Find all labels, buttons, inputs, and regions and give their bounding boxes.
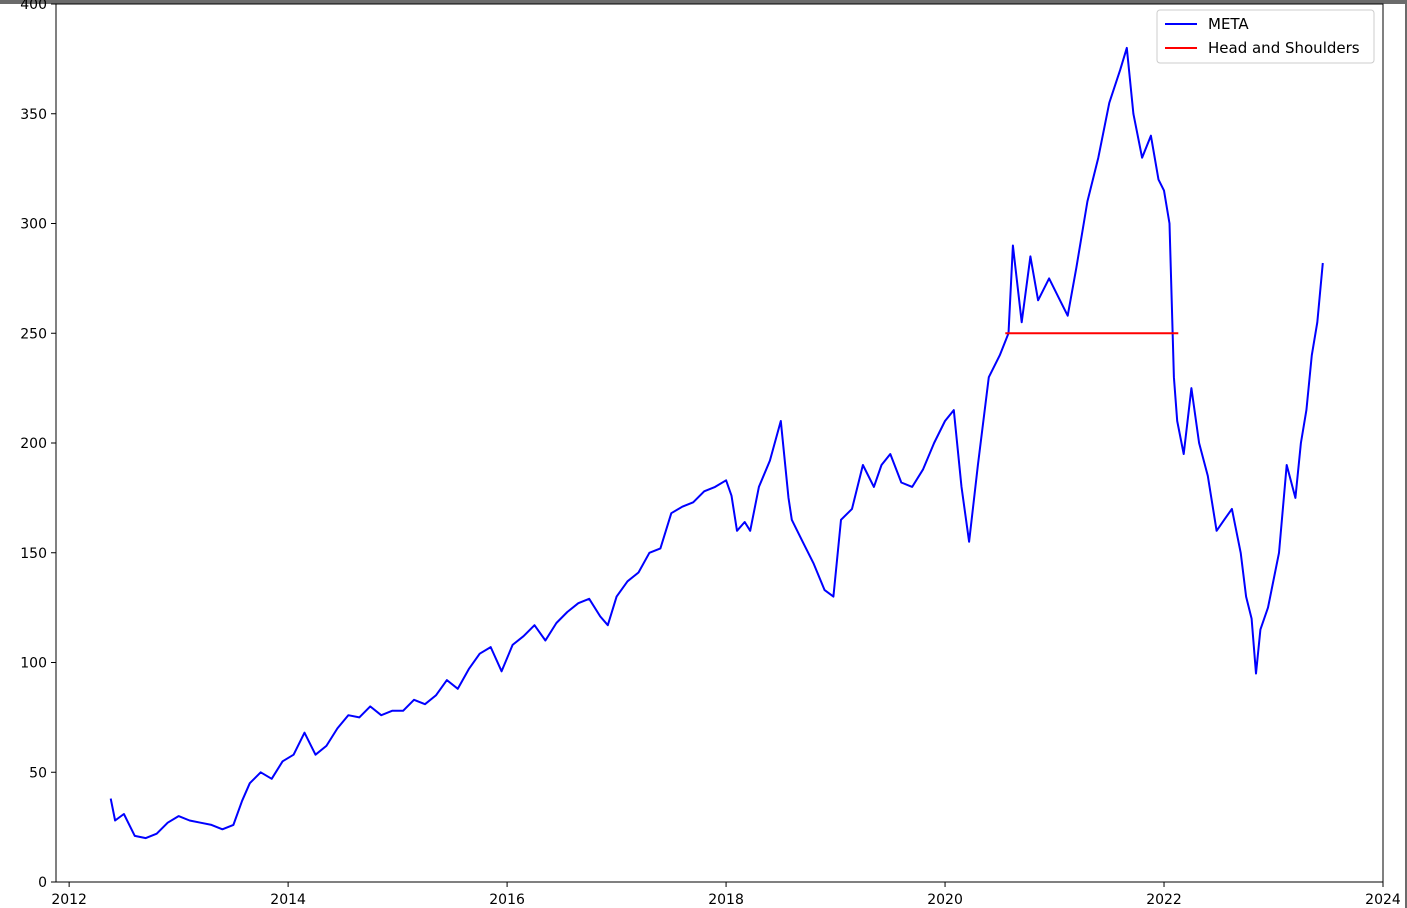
x-tick-label: 2022 xyxy=(1146,892,1182,908)
x-tick-label: 2018 xyxy=(708,892,744,908)
y-tick-label: 300 xyxy=(20,217,47,233)
series-line-meta xyxy=(109,46,1324,840)
legend-label-meta: META xyxy=(1208,15,1249,33)
y-tick-label: 0 xyxy=(38,875,47,891)
y-tick-label: 200 xyxy=(20,436,47,452)
y-tick-label: 150 xyxy=(20,546,47,562)
y-tick-label: 250 xyxy=(20,326,47,342)
window-right-border xyxy=(1405,0,1407,908)
legend-label-head-and-shoulders: Head and Shoulders xyxy=(1208,39,1360,57)
window-top-border xyxy=(0,0,1407,4)
x-tick-label: 2016 xyxy=(489,892,525,908)
y-tick-label: 100 xyxy=(20,656,47,672)
x-axis: 2012 2014 2016 2018 2020 2022 2024 xyxy=(51,882,1401,908)
plot-area-frame xyxy=(55,3,1384,883)
x-tick-label: 2012 xyxy=(51,892,87,908)
y-tick-label: 350 xyxy=(20,107,47,123)
y-tick-label: 400 xyxy=(20,0,47,13)
x-tick-label: 2024 xyxy=(1365,892,1401,908)
y-tick-label: 50 xyxy=(29,765,47,781)
y-axis: 0 50 100 150 200 250 300 350 400 xyxy=(20,0,56,891)
x-tick-label: 2020 xyxy=(927,892,963,908)
x-tick-label: 2014 xyxy=(270,892,306,908)
legend-box xyxy=(1156,9,1375,64)
series-layer xyxy=(109,46,1324,840)
legend: META Head and Shoulders xyxy=(1156,9,1375,64)
